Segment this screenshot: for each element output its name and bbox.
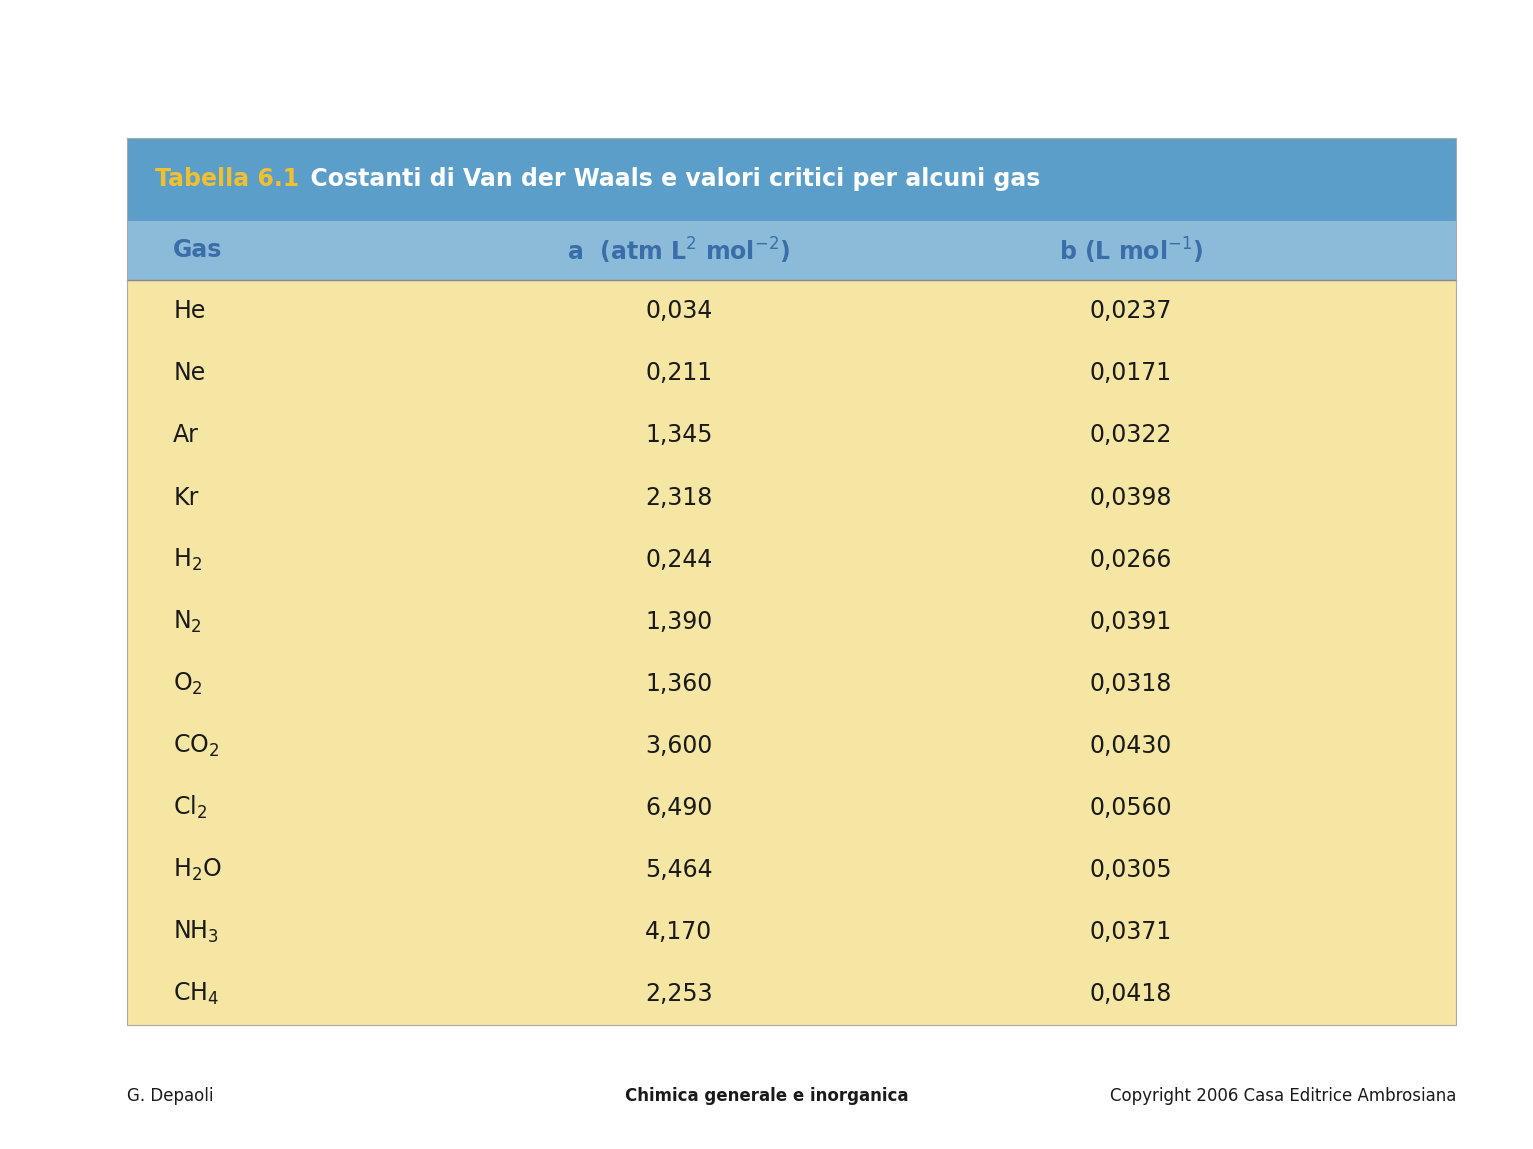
Text: He: He: [173, 300, 205, 323]
Text: 0,0305: 0,0305: [1090, 858, 1173, 881]
Text: 4,170: 4,170: [645, 920, 713, 943]
Bar: [127, 221, 1456, 280]
Text: 0,244: 0,244: [645, 548, 713, 571]
Text: 0,0237: 0,0237: [1090, 300, 1171, 323]
Text: Tabella 6.1: Tabella 6.1: [155, 168, 299, 191]
Text: Costanti di Van der Waals e valori critici per alcuni gas: Costanti di Van der Waals e valori criti…: [294, 168, 1041, 191]
Text: 0,0318: 0,0318: [1090, 672, 1171, 695]
Text: Copyright 2006 Casa Editrice Ambrosiana: Copyright 2006 Casa Editrice Ambrosiana: [1110, 1087, 1456, 1105]
Text: NH$_3$: NH$_3$: [173, 919, 219, 944]
Text: 0,0398: 0,0398: [1090, 486, 1171, 509]
Text: Chimica generale e inorganica: Chimica generale e inorganica: [625, 1087, 908, 1105]
Text: 0,0560: 0,0560: [1090, 796, 1173, 819]
Text: Kr: Kr: [173, 486, 199, 509]
Text: a  (atm L$^2$ mol$^{-2}$): a (atm L$^2$ mol$^{-2}$): [567, 236, 791, 265]
Text: CH$_4$: CH$_4$: [173, 981, 219, 1007]
Text: CO$_2$: CO$_2$: [173, 733, 219, 758]
Bar: [127, 280, 1456, 1025]
Text: 0,034: 0,034: [645, 300, 713, 323]
Text: 0,0322: 0,0322: [1090, 424, 1171, 447]
Text: G. Depaoli: G. Depaoli: [127, 1087, 213, 1105]
Text: Cl$_2$: Cl$_2$: [173, 794, 207, 822]
Text: H$_2$O: H$_2$O: [173, 857, 222, 882]
Text: 6,490: 6,490: [645, 796, 713, 819]
Text: 1,345: 1,345: [645, 424, 713, 447]
Text: 0,0430: 0,0430: [1090, 734, 1171, 757]
Text: Ar: Ar: [173, 424, 199, 447]
Text: 0,0171: 0,0171: [1090, 362, 1171, 385]
Text: Ne: Ne: [173, 362, 205, 385]
Text: 2,318: 2,318: [645, 486, 713, 509]
Text: 5,464: 5,464: [645, 858, 713, 881]
Text: 0,211: 0,211: [645, 362, 713, 385]
Text: 1,360: 1,360: [645, 672, 713, 695]
Text: H$_2$: H$_2$: [173, 547, 202, 572]
Text: 0,0391: 0,0391: [1090, 610, 1171, 633]
Text: 0,0371: 0,0371: [1090, 920, 1171, 943]
Text: 2,253: 2,253: [645, 982, 713, 1005]
Text: Gas: Gas: [173, 239, 222, 262]
Text: 3,600: 3,600: [645, 734, 713, 757]
Text: b (L mol$^{-1}$): b (L mol$^{-1}$): [1059, 236, 1203, 265]
Bar: [127, 138, 1456, 1025]
Text: 0,0266: 0,0266: [1090, 548, 1171, 571]
Text: 0,0418: 0,0418: [1090, 982, 1171, 1005]
Text: N$_2$: N$_2$: [173, 609, 202, 634]
Text: 1,390: 1,390: [645, 610, 713, 633]
Bar: [127, 138, 1456, 221]
Text: O$_2$: O$_2$: [173, 671, 202, 696]
